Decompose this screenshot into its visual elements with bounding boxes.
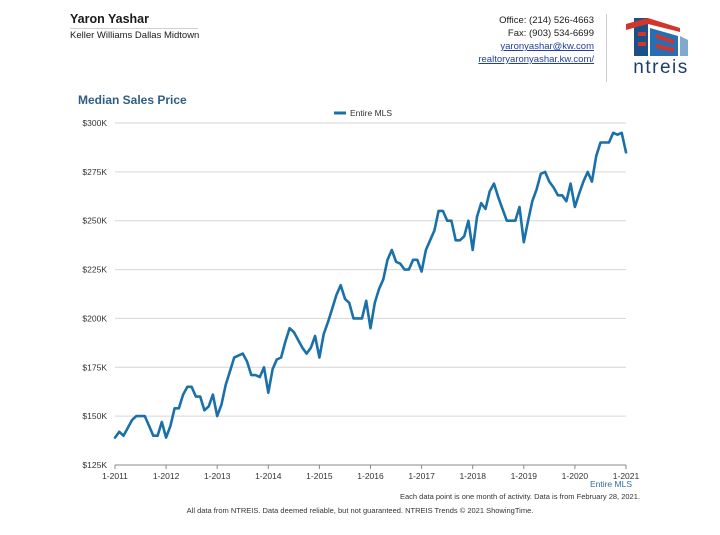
agent-company: Keller Williams Dallas Midtown (70, 30, 200, 41)
x-axis: 1-2011 1-2012 1-2013 1-2014 1-2015 1-2016 1-20… (102, 465, 640, 481)
x-tick-label: 1-2020 (562, 471, 589, 481)
email-link[interactable]: yaronyashar@kw.com (500, 41, 594, 52)
series-line-entire-mls (113, 131, 628, 439)
office-phone: Office: (214) 526-4663 (499, 15, 594, 26)
x-tick-label: 1-2014 (255, 471, 282, 481)
website-link[interactable]: realtoryaronyashar.kw.com/ (478, 54, 594, 65)
x-tick-label: 1-2021 (613, 471, 640, 481)
footer-disclaimer: All data from NTREIS. Data deemed reliab… (186, 506, 534, 515)
y-tick-label: $125K (82, 460, 107, 470)
x-tick-label: 1-2016 (357, 471, 384, 481)
chart-title: Median Sales Price (78, 93, 187, 107)
x-tick-label: 1-2011 (102, 471, 128, 481)
x-tick-label: 1-2013 (204, 471, 231, 481)
legend-label: Entire MLS (350, 108, 392, 118)
y-tick-label: $275K (82, 167, 107, 177)
series-group (113, 131, 628, 439)
gridlines (115, 122, 626, 466)
legend: Entire MLS (334, 108, 392, 118)
y-tick-label: $250K (82, 216, 107, 226)
x-tick-label: 1-2015 (306, 471, 333, 481)
y-tick-label: $150K (82, 411, 107, 421)
x-tick-label: 1-2019 (511, 471, 538, 481)
data-note: Each data point is one month of activity… (400, 492, 640, 501)
ntreis-logo-icon: ntreis (626, 18, 688, 78)
logo-wordmark: ntreis (633, 57, 688, 76)
contact-block: Office: (214) 526-4663 Fax: (903) 534-66… (478, 14, 594, 66)
y-tick-label: $175K (82, 362, 107, 372)
agent-name: Yaron Yashar (70, 12, 149, 26)
x-tick-label: 1-2018 (459, 471, 486, 481)
y-axis-labels: $125K $150K $175K $200K $225K $250K $275K $300K (82, 118, 107, 470)
y-tick-label: $300K (82, 118, 107, 128)
ntreis-logo: ntreis (618, 14, 704, 81)
header-divider (606, 14, 607, 82)
x-axis-label: Entire MLS (589, 479, 632, 489)
y-tick-label: $200K (82, 313, 107, 323)
agent-divider (70, 28, 198, 29)
y-tick-label: $225K (82, 265, 107, 275)
fax-number: Fax: (903) 534-6699 (507, 28, 594, 39)
x-tick-label: 1-2012 (153, 471, 180, 481)
x-tick-label: 1-2017 (408, 471, 435, 481)
